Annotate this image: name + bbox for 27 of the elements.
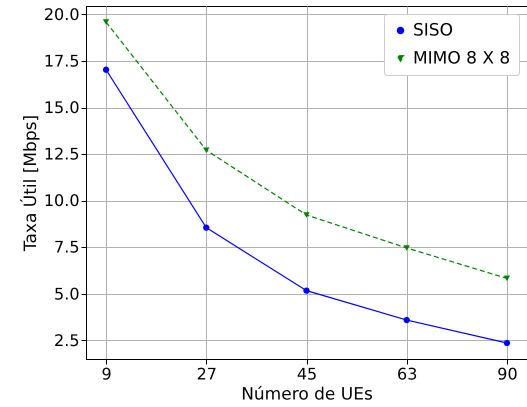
x-tick-label: 63 [397,364,418,384]
x-tick-label: 9 [101,364,112,384]
point [404,245,410,251]
x-axis-title: Número de UEs [241,384,373,404]
point [102,19,110,25]
y-axis-title: Taxa Útil [Mbps] [20,114,41,252]
point [203,224,210,231]
legend-label: SISO [413,20,453,40]
point [504,276,510,282]
point [203,147,210,153]
x-tick-label: 27 [196,364,217,384]
point [102,66,110,73]
y-tick-label: 7.5 [54,238,80,257]
y-tick-label: 12.5 [44,144,80,164]
legend-label: MIMO 8 X 8 [413,48,510,68]
y-tick-label: 20.0 [44,4,80,24]
y-tick-label: 15.0 [44,98,80,118]
x-tick-label: 90 [497,364,518,384]
point [303,212,310,218]
y-tick-label: 10.0 [44,191,80,210]
point [303,287,310,294]
y-tick-label: 17.5 [44,51,80,70]
point [404,316,410,324]
point [504,340,510,346]
x-tick-label: 45 [296,364,318,384]
y-tick-label: 2.5 [54,330,80,350]
y-tick-label: 5.0 [54,284,80,304]
